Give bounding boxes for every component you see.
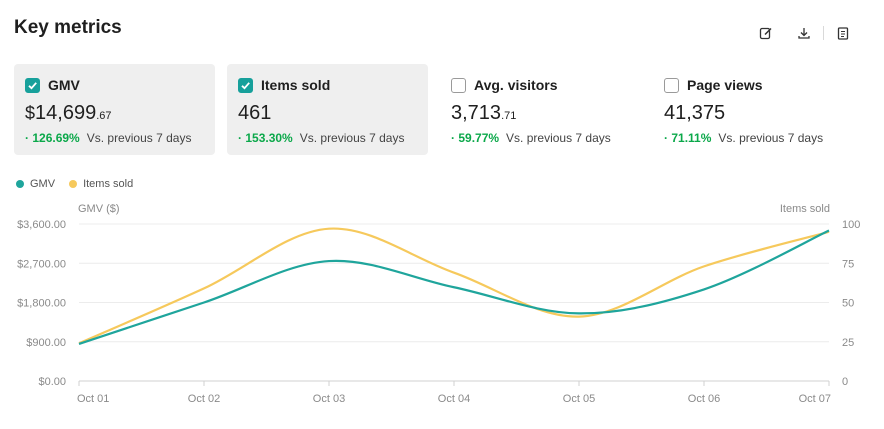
y-tick-label: $2,700.00 bbox=[17, 258, 66, 270]
checkbox-unchecked-icon[interactable] bbox=[664, 77, 679, 93]
metric-label: GMV bbox=[48, 77, 80, 93]
x-tick-label: Oct 07 bbox=[799, 393, 831, 405]
download-icon[interactable] bbox=[793, 22, 815, 44]
metric-delta: · 59.77% bbox=[451, 131, 500, 145]
edit-icon[interactable] bbox=[755, 22, 777, 44]
y2-tick-label: 0 bbox=[842, 376, 848, 388]
x-tick-label: Oct 05 bbox=[563, 393, 595, 405]
metric-value: 461 bbox=[238, 102, 272, 124]
y2-tick-label: 100 bbox=[842, 219, 860, 231]
legend-item-gmv[interactable]: GMV bbox=[16, 178, 55, 190]
metric-delta-note: Vs. previous 7 days bbox=[506, 131, 611, 145]
chart-legend: GMV Items sold bbox=[16, 178, 133, 190]
x-tick-label: Oct 03 bbox=[313, 393, 345, 405]
legend-label: GMV bbox=[30, 178, 56, 190]
metric-cards: GMV $14,699.67 · 126.69% Vs. previous 7 d… bbox=[14, 64, 854, 155]
metric-delta-note: Vs. previous 7 days bbox=[718, 131, 824, 145]
series-line-gmv bbox=[78, 229, 830, 345]
x-tick-label: Oct 01 bbox=[77, 393, 109, 405]
y2-tick-label: 50 bbox=[842, 298, 854, 310]
metric-label: Items sold bbox=[261, 77, 331, 93]
x-tick-label: Oct 04 bbox=[438, 393, 470, 405]
checkbox-unchecked-icon[interactable] bbox=[451, 77, 466, 93]
y-tick-label: $900.00 bbox=[26, 337, 66, 349]
metric-card-gmv[interactable]: GMV $14,699.67 · 126.69% Vs. previous 7 d… bbox=[14, 64, 215, 155]
y2-tick-label: 25 bbox=[842, 337, 854, 349]
page-title: Key metrics bbox=[14, 17, 122, 38]
metric-delta: · 71.11% bbox=[664, 131, 712, 145]
metric-card-page-views[interactable]: Page views 41,375 · 71.11% Vs. previous 7… bbox=[653, 64, 854, 155]
x-tick-label: Oct 02 bbox=[188, 393, 220, 405]
series-line-items-sold bbox=[78, 227, 830, 345]
metric-card-avg-visitors[interactable]: Avg. visitors 3,713.71 · 59.77% Vs. previ… bbox=[440, 64, 641, 155]
x-tick-label: Oct 06 bbox=[688, 393, 720, 405]
y-axis-title: GMV ($) bbox=[78, 203, 120, 215]
toolbar bbox=[755, 22, 854, 44]
y-tick-label: $0.00 bbox=[38, 376, 66, 388]
y-tick-label: $1,800.00 bbox=[17, 298, 66, 310]
legend-dot-icon bbox=[16, 180, 24, 188]
legend-label: Items sold bbox=[83, 178, 134, 190]
metric-delta: · 153.30% bbox=[238, 131, 293, 145]
legend-item-items-sold[interactable]: Items sold bbox=[69, 178, 133, 190]
y-tick-label: $3,600.00 bbox=[17, 219, 66, 231]
metric-value: $14,699.67 bbox=[25, 102, 112, 124]
metric-label: Page views bbox=[687, 77, 763, 93]
metric-delta-note: Vs. previous 7 days bbox=[299, 131, 405, 145]
checkbox-checked-icon[interactable] bbox=[238, 77, 253, 93]
metric-label: Avg. visitors bbox=[474, 77, 558, 93]
metric-delta-note: Vs. previous 7 days bbox=[86, 131, 192, 145]
clipboard-icon[interactable] bbox=[832, 22, 854, 44]
legend-dot-icon bbox=[69, 180, 78, 188]
checkbox-checked-icon[interactable] bbox=[25, 77, 40, 93]
metric-value: 3,713.71 bbox=[451, 102, 517, 124]
y2-axis-title: Items sold bbox=[779, 203, 830, 215]
metric-value: 41,375 bbox=[664, 102, 726, 124]
metric-delta: · 126.69% bbox=[25, 131, 80, 145]
toolbar-divider bbox=[823, 26, 824, 40]
y2-tick-label: 75 bbox=[842, 258, 854, 270]
metric-card-items-sold[interactable]: Items sold 461 · 153.30% Vs. previous 7 d… bbox=[227, 64, 428, 155]
